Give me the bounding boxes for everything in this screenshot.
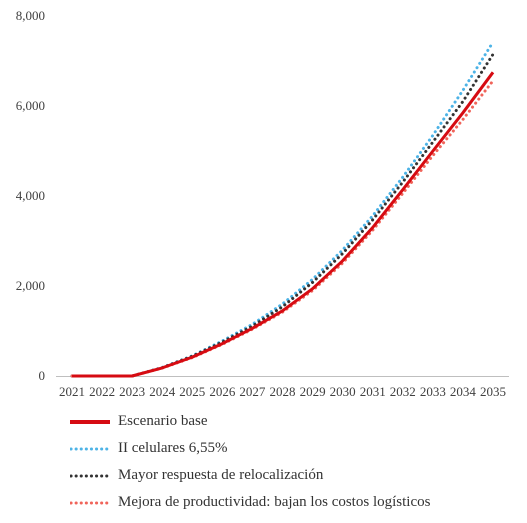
x-tick-label: 2026 xyxy=(209,384,236,399)
x-tick-label: 2032 xyxy=(390,384,416,399)
x-tick-label: 2030 xyxy=(330,384,356,399)
legend-item-productividad: Mejora de productividad: bajan los costo… xyxy=(70,489,520,516)
x-tick-label: 2028 xyxy=(270,384,296,399)
x-tick-label: 2031 xyxy=(360,384,386,399)
x-tick-label: 2029 xyxy=(300,384,326,399)
y-tick-label: 4,000 xyxy=(16,188,45,203)
legend-swatch-dotted-blue xyxy=(70,447,110,450)
legend-item-escenario-base: Escenario base xyxy=(70,408,520,435)
x-tick-label: 2021 xyxy=(59,384,85,399)
legend-swatch-solid-red xyxy=(70,419,110,424)
x-tick-label: 2025 xyxy=(179,384,205,399)
series-line-4 xyxy=(70,79,495,378)
series-lines xyxy=(70,40,495,378)
x-tick-label: 2023 xyxy=(119,384,145,399)
x-tick-label: 2027 xyxy=(239,384,266,399)
series-line-3 xyxy=(70,52,495,378)
x-tick-label: 2034 xyxy=(450,384,477,399)
legend-swatch-dotted-coral xyxy=(70,501,110,504)
legend-item-celulares: II celulares 6,55% xyxy=(70,435,520,462)
legend-label: Escenario base xyxy=(118,413,208,429)
series-line-2 xyxy=(70,40,495,378)
legend-label: Mejora de productividad: bajan los costo… xyxy=(118,494,431,510)
x-tick-label: 2022 xyxy=(89,384,115,399)
x-tick-label: 2035 xyxy=(480,384,506,399)
legend-label: Mayor respuesta de relocalización xyxy=(118,467,324,483)
y-tick-label: 2,000 xyxy=(16,278,45,293)
x-tick-label: 2024 xyxy=(149,384,176,399)
x-axis-tick-labels: 2021 2022 2023 2024 2025 2026 2027 2028 2029 2030… xyxy=(59,384,506,399)
legend-swatch-dotted-dark xyxy=(70,474,110,477)
legend-label: II celulares 6,55% xyxy=(118,440,228,456)
legend-item-relocalizacion: Mayor respuesta de relocalización xyxy=(70,462,520,489)
legend: Escenario base II celulares 6,55% Mayor … xyxy=(70,408,520,516)
x-tick-label: 2033 xyxy=(420,384,446,399)
series-line-1 xyxy=(72,71,495,378)
y-axis-tick-labels: 0 2,000 4,000 6,000 8,000 xyxy=(16,8,45,383)
y-tick-label: 8,000 xyxy=(16,8,45,23)
y-tick-label: 6,000 xyxy=(16,98,45,113)
y-tick-label: 0 xyxy=(39,368,46,383)
